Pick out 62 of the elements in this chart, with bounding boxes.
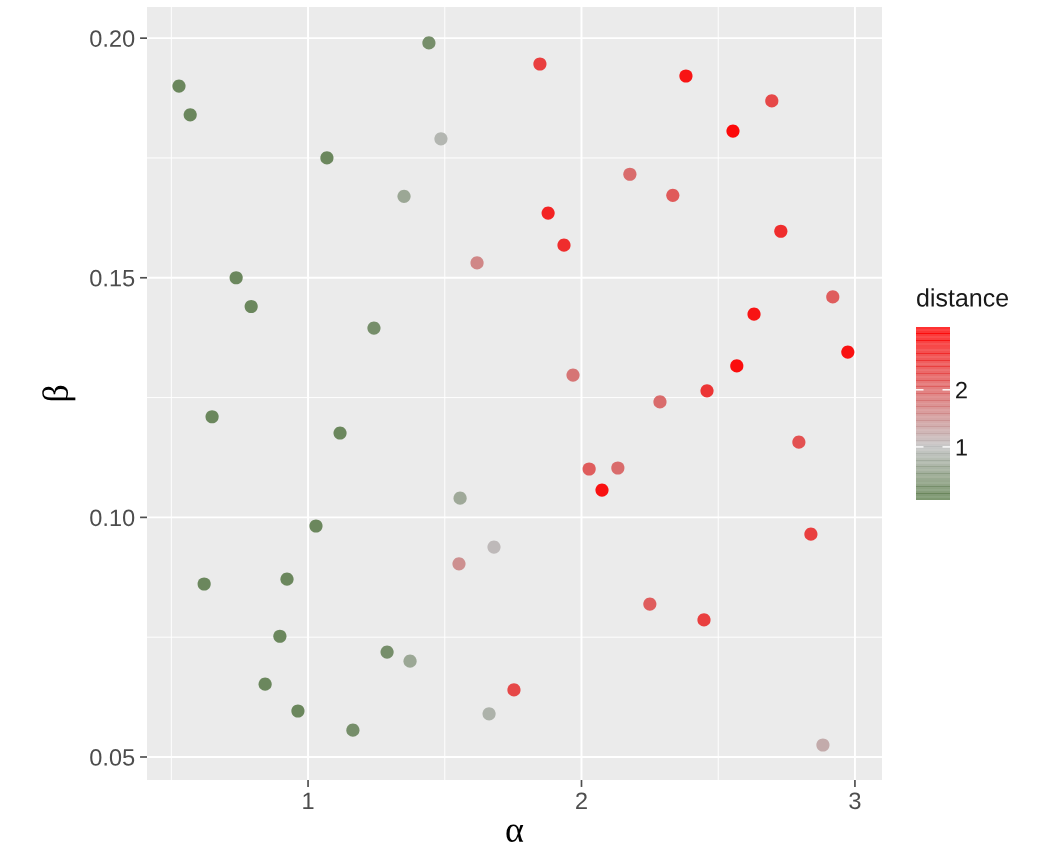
point [679,69,693,83]
point [333,426,347,440]
point [816,738,830,752]
y-tick-label: 0.20 [90,30,135,47]
color-bar-label: 2 [956,381,967,399]
point [653,395,667,409]
point [623,167,637,181]
point [434,132,448,146]
y-tick-label: 0.10 [90,509,135,527]
point [774,224,788,238]
point [595,483,609,497]
point [533,57,547,71]
point [765,94,779,108]
point [244,299,258,314]
y-tick-label: 0.05 [90,749,135,766]
point [482,707,496,721]
point [841,345,855,359]
point [697,613,711,627]
point [273,629,287,643]
point [280,572,294,586]
x-axis-title: α [506,824,524,843]
point [541,206,555,220]
point [747,307,761,321]
point [258,677,272,691]
point [309,519,323,533]
point [452,557,466,571]
point [470,256,484,270]
point [367,321,381,335]
point [197,577,211,591]
point [566,368,580,382]
x-tick-label: 1 [303,792,314,809]
x-tick-label: 2 [576,792,587,809]
point [183,108,197,122]
point [397,189,411,203]
point [346,723,360,737]
point [403,654,417,668]
point [582,462,596,476]
point [205,410,219,424]
point [507,683,521,697]
y-axis-title: β [42,385,76,401]
point [804,527,818,541]
point [453,491,467,505]
point [487,540,501,554]
point [700,384,714,398]
point [666,188,680,202]
point [172,79,186,93]
point [291,704,305,718]
point [726,124,740,138]
point [611,461,625,475]
point [320,151,334,165]
color-bar-label: 1 [956,439,967,456]
point [380,645,394,659]
point [643,597,657,611]
point [730,359,744,373]
point [826,290,840,304]
x-tick-label: 3 [849,792,861,810]
y-tick-label: 0.15 [90,269,135,287]
point [422,36,436,50]
color-bar-title: distance [917,288,1008,307]
point [557,238,571,252]
point [792,435,806,449]
point [229,271,243,285]
